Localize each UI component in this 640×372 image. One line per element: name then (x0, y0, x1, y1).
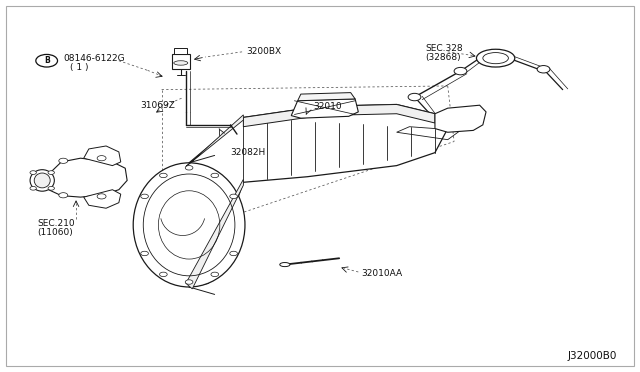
Polygon shape (435, 105, 486, 132)
Ellipse shape (280, 263, 290, 267)
Text: SEC.210: SEC.210 (38, 219, 76, 228)
Circle shape (230, 251, 237, 256)
Text: B: B (44, 56, 49, 65)
Polygon shape (189, 105, 448, 287)
Text: 31069Z: 31069Z (140, 101, 175, 110)
Ellipse shape (34, 173, 50, 188)
Polygon shape (186, 115, 243, 167)
Text: 32082H: 32082H (230, 148, 266, 157)
Circle shape (30, 186, 36, 190)
Text: (11060): (11060) (38, 228, 74, 237)
Text: 32010AA: 32010AA (362, 269, 403, 278)
Polygon shape (243, 105, 435, 127)
Circle shape (48, 186, 54, 190)
Circle shape (159, 173, 167, 178)
Text: SEC.328: SEC.328 (426, 44, 463, 53)
Ellipse shape (133, 163, 245, 287)
Circle shape (141, 194, 148, 199)
Circle shape (59, 193, 68, 198)
Circle shape (30, 171, 36, 174)
Ellipse shape (476, 49, 515, 67)
Text: 3200BX: 3200BX (246, 47, 282, 56)
Ellipse shape (30, 170, 54, 191)
Text: (32868): (32868) (426, 52, 461, 61)
Circle shape (537, 65, 550, 73)
Polygon shape (298, 93, 355, 101)
Circle shape (97, 194, 106, 199)
FancyBboxPatch shape (174, 48, 187, 54)
Circle shape (185, 280, 193, 284)
Circle shape (59, 158, 68, 163)
Circle shape (48, 171, 54, 174)
Polygon shape (291, 99, 358, 118)
FancyBboxPatch shape (172, 54, 189, 69)
Circle shape (408, 93, 421, 101)
Text: 32010: 32010 (314, 102, 342, 111)
Circle shape (211, 173, 219, 178)
Circle shape (141, 251, 148, 256)
Polygon shape (186, 179, 243, 289)
Circle shape (211, 272, 219, 277)
Polygon shape (84, 190, 121, 208)
Text: 08146-6122G: 08146-6122G (63, 54, 125, 62)
Circle shape (159, 272, 167, 277)
Ellipse shape (173, 61, 188, 65)
Polygon shape (49, 158, 127, 197)
Circle shape (185, 166, 193, 170)
Text: ( 1 ): ( 1 ) (70, 63, 88, 72)
Text: J32000B0: J32000B0 (568, 351, 617, 361)
Circle shape (454, 67, 467, 75)
Circle shape (230, 194, 237, 199)
Circle shape (97, 155, 106, 161)
Polygon shape (84, 146, 121, 166)
